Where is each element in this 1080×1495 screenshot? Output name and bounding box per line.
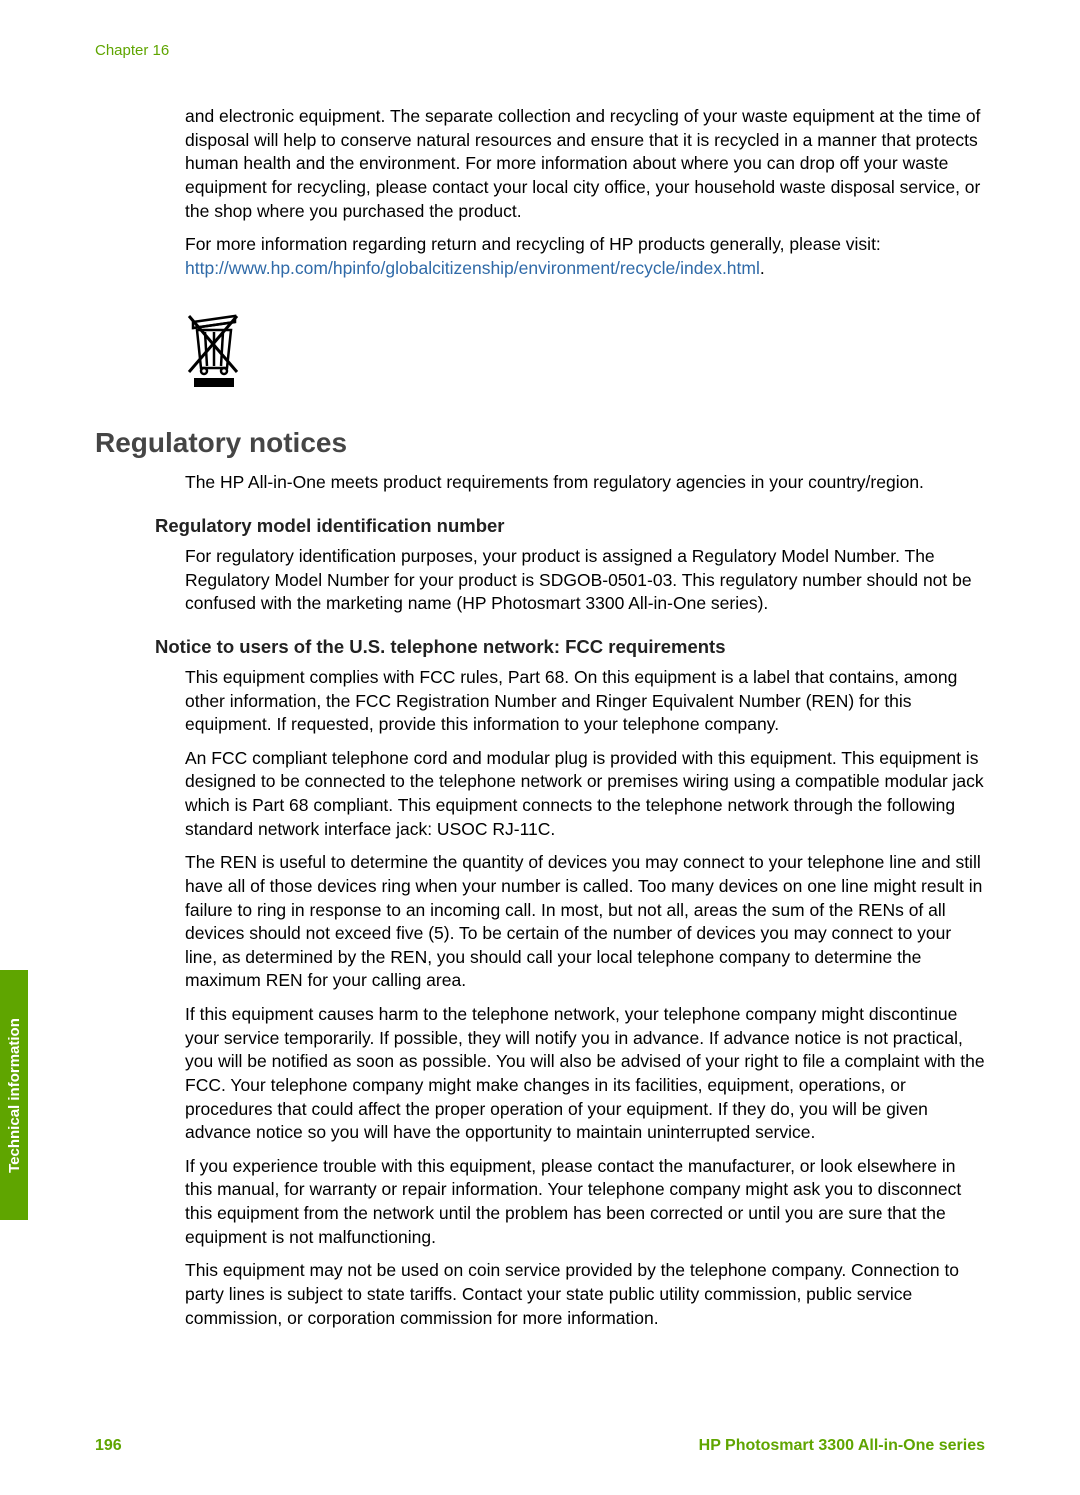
intro-para-2: For more information regarding return an…	[185, 233, 985, 280]
fcc-p1: This equipment complies with FCC rules, …	[185, 666, 985, 737]
product-name: HP Photosmart 3300 All-in-One series	[699, 1437, 985, 1455]
intro-para-1: and electronic equipment. The separate c…	[185, 105, 985, 223]
regulatory-intro: The HP All-in-One meets product requirem…	[185, 471, 985, 495]
fcc-heading: Notice to users of the U.S. telephone ne…	[155, 636, 985, 658]
regulatory-heading: Regulatory notices	[95, 427, 985, 459]
fcc-p5: If you experience trouble with this equi…	[185, 1155, 985, 1250]
model-id-heading: Regulatory model identification number	[155, 515, 985, 537]
fcc-p3: The REN is useful to determine the quant…	[185, 851, 985, 993]
fcc-p4: If this equipment causes harm to the tel…	[185, 1003, 985, 1145]
intro-link-suffix: .	[760, 258, 765, 278]
page-number: 196	[95, 1437, 122, 1455]
chapter-header: Chapter 16	[95, 42, 985, 59]
fcc-p6: This equipment may not be used on coin s…	[185, 1259, 985, 1330]
fcc-p2: An FCC compliant telephone cord and modu…	[185, 747, 985, 842]
weee-bin-icon	[185, 310, 985, 393]
model-id-body: For regulatory identification purposes, …	[185, 545, 985, 616]
page-content: Chapter 16 and electronic equipment. The…	[0, 0, 1080, 1495]
intro-para-2-prefix: For more information regarding return an…	[185, 234, 881, 254]
recycle-link[interactable]: http://www.hp.com/hpinfo/globalcitizensh…	[185, 258, 760, 278]
page-footer: 196 HP Photosmart 3300 All-in-One series	[95, 1437, 985, 1455]
